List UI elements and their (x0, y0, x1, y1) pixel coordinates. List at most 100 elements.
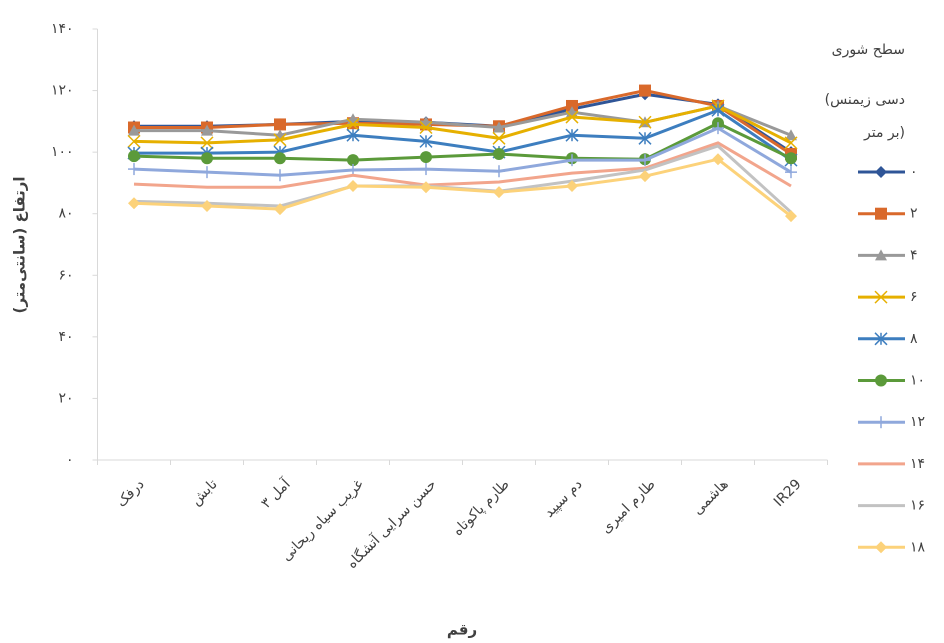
y-tick-label: ۸۰ (58, 206, 73, 222)
data-point (493, 186, 505, 199)
marker-shape (639, 170, 651, 183)
legend-title: بر متر) (863, 125, 905, 141)
legend-marker (875, 207, 887, 220)
data-point (565, 110, 579, 124)
data-point (274, 152, 286, 165)
marker-shape (565, 110, 579, 124)
series-line (134, 89, 792, 156)
marker-shape (419, 120, 433, 135)
data-point (785, 129, 797, 141)
data-point (712, 153, 724, 166)
data-point (420, 163, 432, 176)
data-point (493, 121, 505, 133)
marker-shape (785, 152, 797, 165)
data-point (419, 134, 433, 148)
marker-shape (420, 151, 432, 164)
marker-shape (273, 133, 287, 147)
marker-shape (875, 541, 887, 554)
marker-shape (274, 203, 286, 216)
data-point (201, 124, 213, 136)
y-tick-label: ۴۰ (58, 329, 73, 345)
series-line (133, 141, 792, 189)
marker-shape (875, 374, 887, 387)
marker-shape (420, 181, 432, 194)
data-point (346, 128, 360, 142)
data-point (638, 115, 652, 129)
legend-label: ۱۲ (910, 414, 925, 430)
marker-shape (274, 118, 286, 131)
data-point (566, 154, 578, 167)
data-point (638, 131, 652, 145)
legend-label: ۱۰ (910, 373, 925, 389)
legend-marker (875, 374, 887, 387)
marker-shape (128, 124, 140, 136)
x-tick-label: آمل ۳ (258, 475, 295, 512)
marker-shape (875, 249, 887, 261)
marker-shape (875, 207, 887, 220)
legend-label: ۱۸ (910, 539, 926, 555)
x-axis-title: رقم (447, 621, 477, 639)
data-point (347, 180, 359, 193)
legend-label: ۴ (910, 247, 918, 263)
data-point (785, 152, 797, 165)
legend-marker (875, 249, 887, 261)
data-point (785, 210, 797, 223)
x-tick-label: IR29 (771, 476, 805, 510)
marker-shape (128, 150, 140, 163)
data-point (346, 117, 360, 131)
data-point (201, 200, 213, 213)
data-point (785, 166, 797, 179)
data-point (128, 197, 140, 210)
marker-shape (493, 186, 505, 199)
legend-marker (874, 290, 888, 304)
series-line (134, 92, 792, 154)
data-point (420, 151, 432, 164)
legend-label: ۶ (910, 289, 918, 305)
data-point (274, 118, 286, 131)
marker-shape (493, 147, 505, 160)
data-point (201, 166, 213, 179)
data-point (201, 152, 213, 165)
data-point (127, 134, 141, 148)
marker-shape (875, 166, 887, 178)
data-point (420, 181, 432, 194)
legend-label: ۰ (910, 164, 918, 180)
series-line (133, 157, 792, 218)
data-point (347, 154, 359, 167)
legend-marker (875, 166, 887, 178)
y-tick-label: ۰ (66, 452, 74, 468)
data-point (274, 169, 286, 182)
y-tick-label: ۶۰ (58, 267, 73, 283)
y-tick-label: ۱۴۰ (51, 21, 74, 37)
data-point (128, 124, 140, 136)
marker-shape (347, 180, 359, 193)
x-tick-label: هاشمی (690, 476, 732, 518)
marker-shape (201, 124, 213, 136)
legend-label: ۱۶ (910, 498, 925, 514)
data-point (493, 165, 505, 178)
x-tick-label: درفک (114, 476, 148, 510)
data-point (566, 180, 578, 193)
legend-title: (دسی زیمنس (825, 92, 905, 108)
marker-shape (200, 136, 214, 150)
marker-shape (785, 129, 797, 141)
x-tick-label: تابش (188, 476, 221, 509)
y-tick-label: ۲۰ (58, 390, 73, 406)
data-point (419, 120, 433, 135)
marker-shape (347, 154, 359, 167)
marker-shape (638, 115, 652, 129)
data-point (128, 150, 140, 163)
x-tick-label: دم سپید (541, 476, 585, 520)
marker-shape (493, 121, 505, 133)
data-point (712, 122, 724, 135)
marker-shape (712, 153, 724, 166)
legend-marker (874, 332, 888, 346)
x-tick-label: طارم امیری (598, 476, 659, 537)
legend-label: ۲ (910, 206, 918, 222)
data-point (566, 99, 578, 112)
marker-shape (346, 117, 360, 131)
data-point (711, 103, 725, 117)
legend-marker (875, 541, 887, 554)
data-point (128, 163, 140, 176)
